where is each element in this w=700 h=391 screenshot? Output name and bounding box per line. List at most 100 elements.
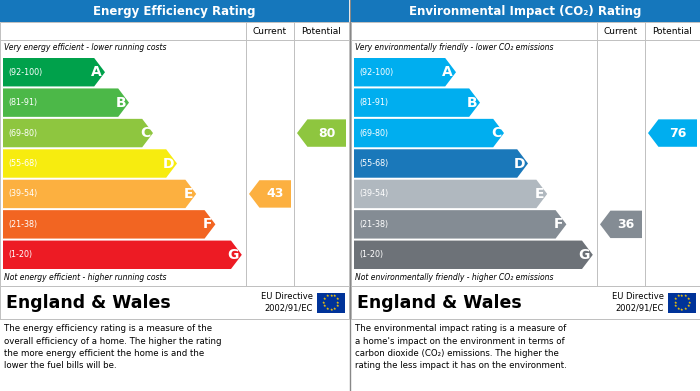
Bar: [351, 0, 700, 22]
Text: (55-68): (55-68): [359, 159, 389, 168]
Text: 2002/91/EC: 2002/91/EC: [615, 303, 664, 313]
Text: Potential: Potential: [652, 27, 692, 36]
Text: C: C: [140, 126, 150, 140]
Text: ★: ★: [329, 307, 332, 312]
Text: B: B: [116, 96, 126, 109]
Text: (69-80): (69-80): [8, 129, 37, 138]
Text: ★: ★: [326, 294, 329, 298]
Text: (39-54): (39-54): [8, 189, 37, 198]
Text: Environmental Impact (CO₂) Rating: Environmental Impact (CO₂) Rating: [410, 5, 642, 18]
Polygon shape: [3, 210, 216, 239]
Text: F: F: [554, 217, 564, 231]
Text: C: C: [491, 126, 501, 140]
Text: ★: ★: [336, 301, 340, 305]
Text: ★: ★: [329, 294, 332, 298]
Polygon shape: [3, 240, 242, 269]
Text: (1-20): (1-20): [359, 250, 383, 259]
Text: ★: ★: [674, 297, 678, 301]
Text: ★: ★: [680, 294, 684, 298]
Text: (21-38): (21-38): [8, 220, 37, 229]
Text: ★: ★: [674, 304, 678, 308]
Text: 76: 76: [669, 127, 687, 140]
Polygon shape: [354, 88, 480, 117]
Bar: [0, 286, 349, 319]
Text: Current: Current: [253, 27, 287, 36]
Polygon shape: [354, 180, 547, 208]
Text: ★: ★: [680, 307, 684, 312]
Text: Very energy efficient - lower running costs: Very energy efficient - lower running co…: [4, 43, 167, 52]
Bar: [351, 22, 700, 286]
Polygon shape: [297, 119, 346, 147]
Text: (81-91): (81-91): [8, 98, 37, 107]
Text: Potential: Potential: [302, 27, 342, 36]
Text: ★: ★: [332, 307, 336, 310]
Polygon shape: [354, 210, 566, 239]
Polygon shape: [3, 149, 177, 178]
Bar: [351, 286, 700, 319]
Text: (39-54): (39-54): [359, 189, 389, 198]
Text: The energy efficiency rating is a measure of the
overall efficiency of a home. T: The energy efficiency rating is a measur…: [4, 324, 221, 371]
Text: A: A: [442, 65, 453, 79]
Text: (55-68): (55-68): [8, 159, 37, 168]
Text: ★: ★: [323, 297, 327, 301]
Polygon shape: [648, 119, 697, 147]
Text: England & Wales: England & Wales: [357, 294, 522, 312]
Text: ★: ★: [677, 307, 680, 310]
Text: F: F: [203, 217, 212, 231]
Text: ★: ★: [323, 304, 327, 308]
Text: EU Directive: EU Directive: [612, 292, 664, 301]
Bar: [0, 22, 349, 286]
Text: (21-38): (21-38): [359, 220, 388, 229]
Text: ★: ★: [326, 307, 329, 310]
Text: ★: ★: [673, 301, 677, 305]
Text: Energy Efficiency Rating: Energy Efficiency Rating: [93, 5, 256, 18]
Text: 2002/91/EC: 2002/91/EC: [265, 303, 313, 313]
Text: (92-100): (92-100): [359, 68, 393, 77]
Text: E: E: [183, 187, 193, 201]
Polygon shape: [354, 58, 456, 86]
Polygon shape: [249, 180, 291, 208]
Text: A: A: [91, 65, 102, 79]
Bar: [0, 0, 349, 22]
Text: EU Directive: EU Directive: [261, 292, 313, 301]
Text: ★: ★: [335, 304, 339, 308]
Text: G: G: [578, 248, 590, 262]
Text: ★: ★: [686, 304, 690, 308]
Text: (1-20): (1-20): [8, 250, 32, 259]
Text: D: D: [162, 156, 174, 170]
Polygon shape: [3, 180, 196, 208]
Text: Not energy efficient - higher running costs: Not energy efficient - higher running co…: [4, 273, 167, 283]
Text: 80: 80: [318, 127, 335, 140]
Text: ★: ★: [677, 294, 680, 298]
Polygon shape: [600, 211, 642, 238]
Text: D: D: [514, 156, 525, 170]
Text: ★: ★: [684, 294, 687, 298]
Text: ★: ★: [687, 301, 691, 305]
Polygon shape: [3, 88, 129, 117]
Text: G: G: [228, 248, 239, 262]
Text: ★: ★: [684, 307, 687, 310]
Text: Not environmentally friendly - higher CO₂ emissions: Not environmentally friendly - higher CO…: [355, 273, 554, 283]
Text: B: B: [466, 96, 477, 109]
Text: (69-80): (69-80): [359, 129, 388, 138]
Text: (92-100): (92-100): [8, 68, 42, 77]
Text: 36: 36: [617, 218, 635, 231]
Text: The environmental impact rating is a measure of
a home's impact on the environme: The environmental impact rating is a mea…: [355, 324, 567, 371]
Text: 43: 43: [267, 187, 284, 201]
Text: Current: Current: [604, 27, 638, 36]
Text: (81-91): (81-91): [359, 98, 388, 107]
Text: ★: ★: [335, 297, 339, 301]
Text: ★: ★: [332, 294, 336, 298]
Polygon shape: [3, 58, 105, 86]
Polygon shape: [354, 119, 504, 147]
Polygon shape: [354, 240, 593, 269]
Text: E: E: [535, 187, 544, 201]
Polygon shape: [354, 149, 528, 178]
Text: Very environmentally friendly - lower CO₂ emissions: Very environmentally friendly - lower CO…: [355, 43, 554, 52]
Bar: [668, 292, 696, 312]
Text: ★: ★: [322, 301, 326, 305]
Bar: [317, 292, 345, 312]
Polygon shape: [3, 119, 153, 147]
Text: England & Wales: England & Wales: [6, 294, 171, 312]
Text: ★: ★: [686, 297, 690, 301]
